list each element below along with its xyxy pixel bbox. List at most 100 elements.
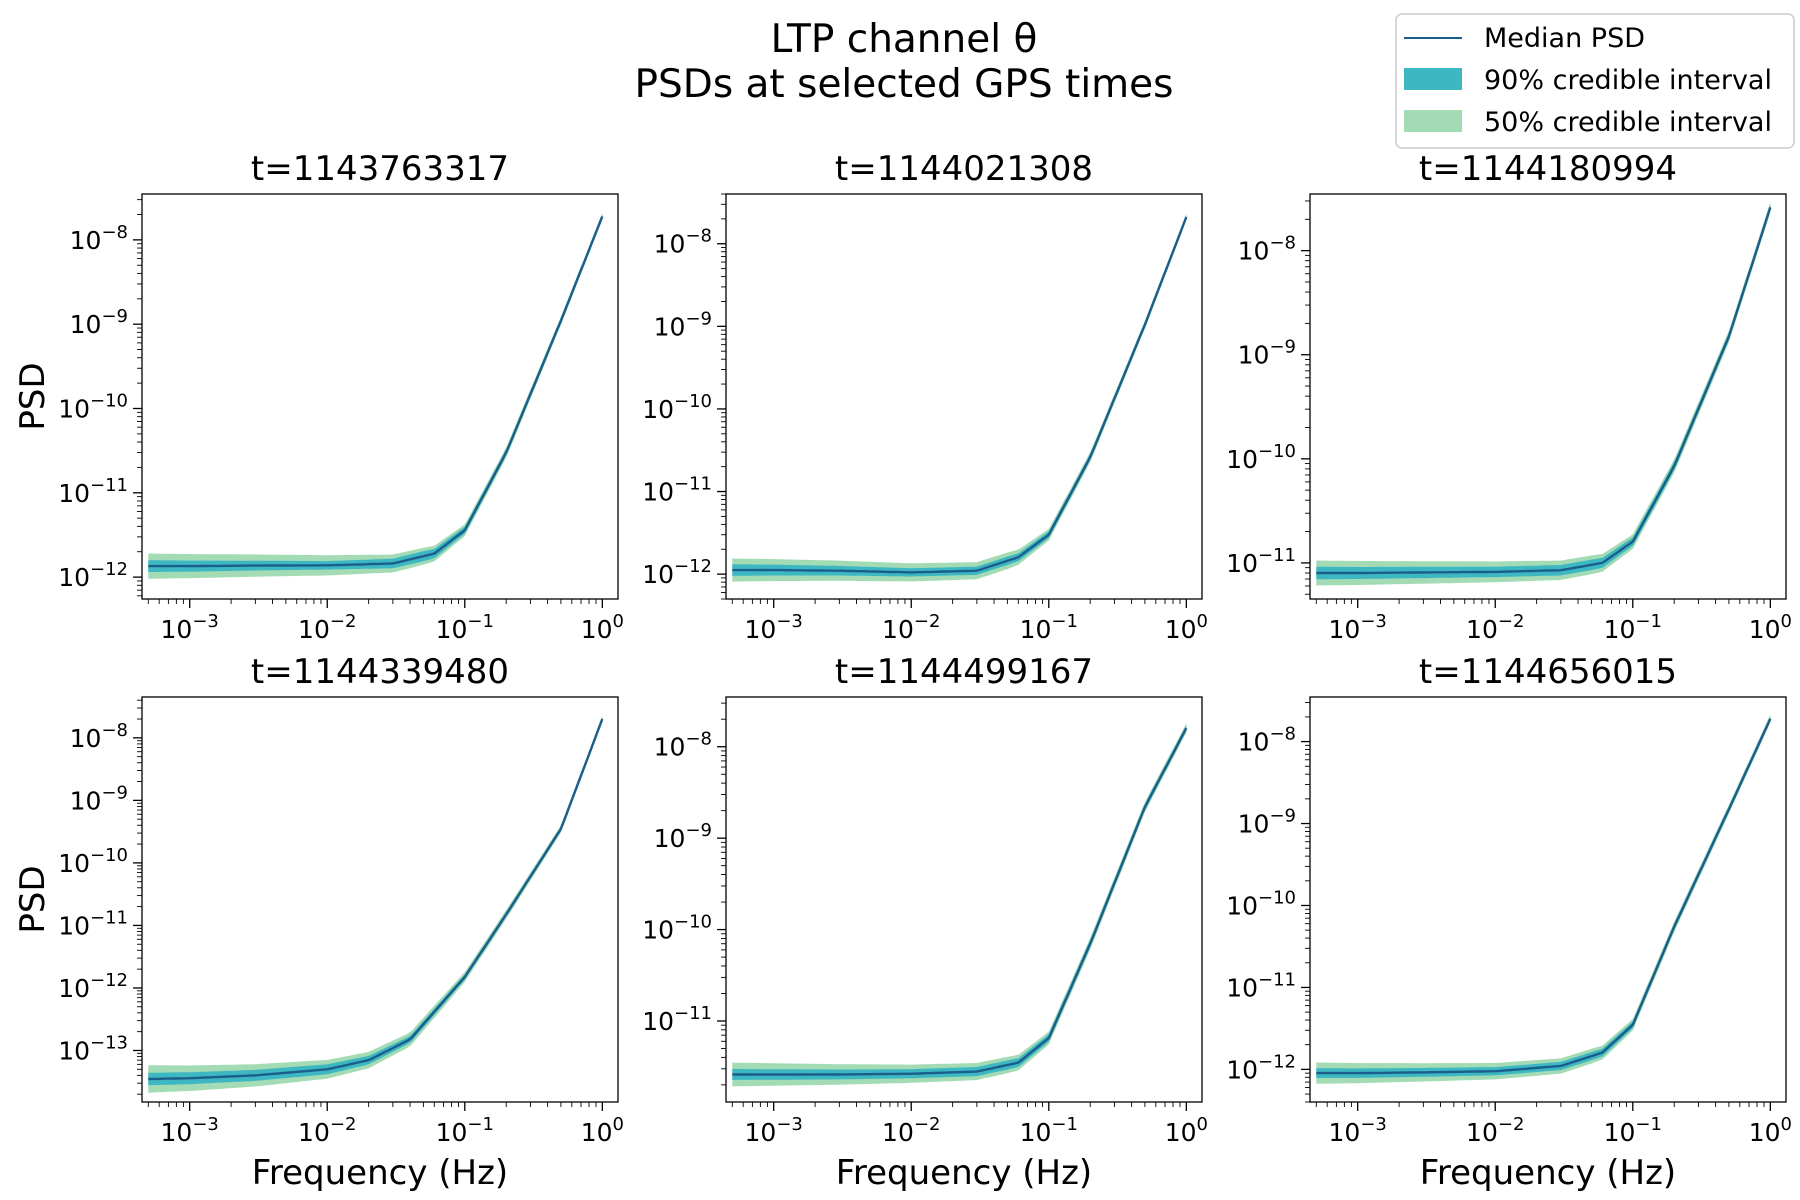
axes-frame [141, 193, 619, 600]
y-tick-label: 10−10 [1226, 441, 1296, 474]
legend-ci50-label: 50% credible interval [1484, 107, 1772, 138]
median-psd-line [148, 215, 604, 568]
y-tick-label: 10−12 [642, 556, 712, 589]
x-tick-label: 10−2 [298, 1114, 356, 1147]
x-tick-label: 10−3 [161, 611, 219, 644]
y-tick-label: 10−9 [1238, 806, 1296, 839]
y-tick-label: 10−8 [70, 222, 128, 255]
y-tick-label: 10−9 [654, 308, 712, 341]
y-axis-label: PSD [13, 362, 53, 430]
x-tick-label: 10−3 [1329, 1114, 1387, 1147]
y-tick-label: 10−8 [654, 729, 712, 762]
x-tick-label: 10−2 [1466, 1114, 1524, 1147]
y-tick-label: 10−8 [1238, 724, 1296, 757]
y-tick-label: 10−9 [1238, 337, 1296, 370]
ci90-band [1316, 204, 1771, 580]
legend-ci90-label: 90% credible interval [1484, 65, 1772, 96]
median-psd-line [1316, 207, 1772, 575]
axes-frame [725, 193, 1203, 600]
ci90-band [732, 215, 1187, 577]
ci50-band [148, 715, 603, 1093]
y-tick-label: 10−11 [58, 475, 128, 508]
x-tick-label: 10−1 [1020, 611, 1078, 644]
plot-area [148, 213, 604, 579]
figure-title-line2: PSDs at selected GPS times [635, 62, 1174, 107]
plot-area [732, 723, 1188, 1087]
x-axis-label: Frequency (Hz) [836, 1153, 1092, 1193]
axes-frame [141, 696, 619, 1103]
x-tick-label: 100 [1749, 1114, 1792, 1147]
panel-1: t=1143763317 10−3 10−2 10−1 100 10−12 10−11 10−… [13, 149, 624, 644]
x-tick-label: 10−1 [1604, 1114, 1662, 1147]
x-tick-label: 10−1 [1020, 1114, 1078, 1147]
y-tick-label: 10−8 [654, 226, 712, 259]
y-tick-label: 10−10 [642, 391, 712, 424]
x-tick-label: 10−3 [1329, 611, 1387, 644]
legend-frame [1395, 13, 1795, 149]
y-tick-label: 10−8 [1238, 233, 1296, 266]
axes-frame [725, 696, 1203, 1103]
median-psd-line [732, 216, 1188, 574]
y-tick-label: 10−9 [654, 820, 712, 853]
ci50-band [732, 213, 1187, 582]
x-tick-label: 10−1 [436, 611, 494, 644]
panel-4: t=1144339480 10−3 10−2 10−1 100 10−13 10−12 10−… [13, 652, 624, 1193]
legend: Median PSD 90% credible interval 50% cre… [1395, 13, 1795, 149]
ci90-band [148, 717, 603, 1086]
y-tick-label: 10−12 [58, 970, 128, 1003]
ci90-band [1316, 716, 1771, 1079]
x-axis-label: Frequency (Hz) [1420, 1153, 1676, 1193]
ci90-band [732, 725, 1187, 1080]
legend-median-label: Median PSD [1484, 23, 1645, 54]
y-tick-label: 10−9 [70, 306, 128, 339]
x-tick-label: 10−1 [1604, 611, 1662, 644]
x-tick-label: 10−2 [1466, 611, 1524, 644]
plot-area [1316, 714, 1772, 1084]
panel-title: t=1144656015 [1419, 652, 1677, 692]
legend-ci90-swatch [1404, 68, 1462, 90]
ci90-band [148, 214, 603, 573]
x-tick-label: 10−3 [745, 611, 803, 644]
plot-area [148, 715, 604, 1093]
x-tick-label: 10−2 [298, 611, 356, 644]
y-tick-label: 10−13 [58, 1032, 128, 1065]
x-tick-label: 10−1 [436, 1114, 494, 1147]
panel-2: t=1144021308 10−3 10−2 10−1 100 10−12 10−11 10−… [642, 149, 1208, 644]
figure-title-line1: LTP channel θ [771, 17, 1038, 62]
plot-area [1316, 202, 1772, 586]
x-tick-label: 100 [1165, 1114, 1208, 1147]
y-axis-label: PSD [13, 865, 53, 933]
median-psd-line [732, 727, 1188, 1076]
legend-ci50-swatch [1404, 110, 1462, 132]
y-tick-label: 10−11 [1226, 545, 1296, 578]
x-tick-label: 100 [581, 1114, 624, 1147]
y-tick-label: 10−11 [642, 474, 712, 507]
panel-6: t=1144656015 10−3 10−2 10−1 100 10−12 10−11 10−… [1226, 652, 1792, 1193]
x-axis-label: Frequency (Hz) [252, 1153, 508, 1193]
ci50-band [1316, 202, 1771, 586]
x-tick-label: 100 [1749, 611, 1792, 644]
panel-3: t=1144180994 10−3 10−2 10−1 100 10−11 10−10 10−… [1226, 149, 1792, 644]
x-tick-label: 10−2 [882, 1114, 940, 1147]
axes-frame [1309, 696, 1787, 1103]
x-tick-label: 10−3 [161, 1114, 219, 1147]
ci50-band [1316, 714, 1771, 1084]
x-tick-label: 100 [581, 611, 624, 644]
panel-title: t=1144499167 [835, 652, 1093, 692]
y-tick-label: 10−9 [70, 782, 128, 815]
x-tick-label: 10−2 [882, 611, 940, 644]
y-tick-label: 10−12 [1226, 1051, 1296, 1084]
y-tick-label: 10−10 [642, 912, 712, 945]
ci50-band [732, 723, 1187, 1087]
ci50-band [148, 213, 603, 579]
panel-grid: t=1143763317 10−3 10−2 10−1 100 10−12 10−11 10−… [13, 149, 1792, 1193]
median-psd-line [1316, 718, 1772, 1075]
y-tick-label: 10−12 [58, 559, 128, 592]
plot-area [732, 213, 1188, 582]
panel-title: t=1144021308 [835, 149, 1093, 189]
y-tick-label: 10−11 [642, 1003, 712, 1036]
x-tick-label: 10−3 [745, 1114, 803, 1147]
y-tick-label: 10−11 [58, 907, 128, 940]
y-tick-label: 10−8 [70, 720, 128, 753]
